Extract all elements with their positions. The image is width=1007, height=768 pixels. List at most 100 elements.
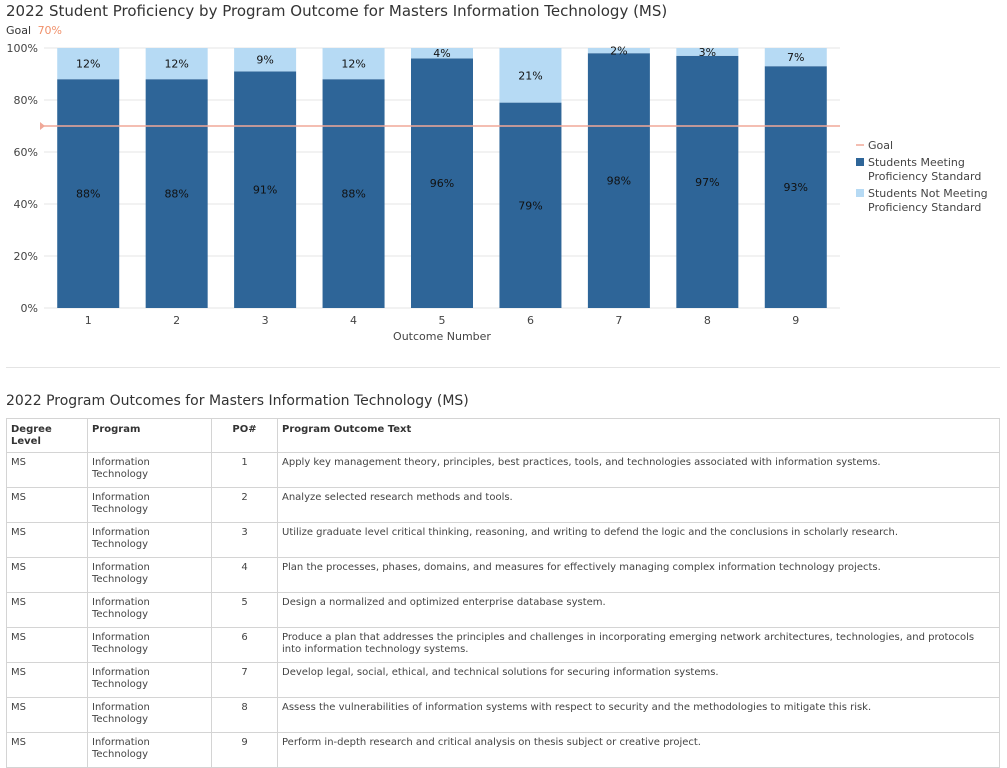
cell-po-number: 8 — [211, 697, 278, 733]
bar-meeting — [764, 66, 827, 308]
header-po-number: PO# — [211, 418, 278, 453]
legend-label-goal: Goal — [868, 139, 893, 152]
cell-degree-level: MS — [6, 627, 88, 663]
cell-outcome-text: Plan the processes, phases, domains, and… — [277, 557, 1000, 593]
legend-swatch-not-meeting — [856, 189, 864, 197]
legend-swatch-meeting — [856, 158, 864, 166]
table-row: MS Information Technology 9 Perform in-dept… — [6, 732, 1000, 768]
data-label-not-meeting: 12% — [341, 58, 365, 71]
y-tick-label: 40% — [14, 198, 38, 211]
x-tick-label: 2 — [173, 314, 180, 327]
x-tick-label: 5 — [439, 314, 446, 327]
bar-meeting — [145, 79, 208, 308]
data-label-not-meeting: 9% — [256, 54, 273, 67]
data-label-meeting: 88% — [164, 188, 188, 201]
cell-program: Information Technology — [87, 627, 212, 663]
x-tick-label: 9 — [792, 314, 799, 327]
program-outcomes-table: Degree Level Program PO# Program Outcome… — [6, 418, 1000, 768]
y-tick-label: 100% — [7, 42, 38, 55]
goal-caption-value: 70% — [37, 24, 63, 37]
cell-outcome-text: Apply key management theory, principles,… — [277, 452, 1000, 488]
cell-program: Information Technology — [87, 732, 212, 768]
cell-program: Information Technology — [87, 662, 212, 698]
bar-not-meeting — [499, 48, 562, 103]
goal-caption: Goal 70% — [6, 24, 62, 37]
table-row: MS Information Technology 3 Utilize graduat… — [6, 522, 1000, 558]
legend-label-meeting: Students Meeting — [868, 156, 965, 169]
cell-degree-level: MS — [6, 557, 88, 593]
cell-outcome-text: Perform in-depth research and critical a… — [277, 732, 1000, 768]
cell-outcome-text: Design a normalized and optimized enterp… — [277, 592, 1000, 628]
cell-program: Information Technology — [87, 697, 212, 733]
bar-meeting — [57, 79, 120, 308]
bar-not-meeting — [676, 48, 739, 56]
data-label-meeting: 88% — [341, 188, 365, 201]
cell-degree-level: MS — [6, 732, 88, 768]
table-title: 2022 Program Outcomes for Masters Inform… — [6, 393, 469, 409]
table-row: MS Information Technology 4 Plan the proces… — [6, 557, 1000, 593]
data-label-meeting: 91% — [253, 184, 277, 197]
table-row: MS Information Technology 8 Assess the vuln… — [6, 697, 1000, 733]
data-label-meeting: 96% — [430, 177, 454, 190]
cell-outcome-text: Assess the vulnerabilities of informatio… — [277, 697, 1000, 733]
table-header-row: Degree Level Program PO# Program Outcome… — [6, 418, 1000, 453]
header-outcome-text: Program Outcome Text — [277, 418, 1000, 453]
bar-meeting — [322, 79, 385, 308]
table-row: MS Information Technology 6 Produce a plan … — [6, 627, 1000, 663]
chart-title: 2022 Student Proficiency by Program Outc… — [6, 2, 668, 20]
data-label-not-meeting: 21% — [518, 69, 542, 82]
cell-program: Information Technology — [87, 487, 212, 523]
bar-not-meeting — [322, 48, 385, 80]
bar-not-meeting — [764, 48, 827, 67]
bar-meeting — [499, 102, 562, 308]
proficiency-chart: 0%20%40%60%80%100%88%12%188%12%291%9%388… — [7, 42, 988, 343]
cell-program: Information Technology — [87, 592, 212, 628]
y-tick-label: 60% — [14, 146, 38, 159]
legend-label-not-meeting: Students Not Meeting — [868, 187, 988, 200]
data-label-not-meeting: 12% — [164, 58, 188, 71]
cell-program: Information Technology — [87, 522, 212, 558]
data-label-meeting: 88% — [76, 188, 100, 201]
cell-po-number: 4 — [211, 557, 278, 593]
y-tick-label: 20% — [14, 250, 38, 263]
data-label-not-meeting: 3% — [699, 46, 716, 59]
x-tick-label: 3 — [262, 314, 269, 327]
data-label-not-meeting: 2% — [610, 45, 627, 58]
header-degree-level: Degree Level — [6, 418, 88, 453]
cell-degree-level: MS — [6, 592, 88, 628]
y-tick-label: 0% — [21, 302, 38, 315]
cell-degree-level: MS — [6, 487, 88, 523]
cell-po-number: 6 — [211, 627, 278, 663]
bar-not-meeting — [234, 48, 297, 72]
x-tick-label: 6 — [527, 314, 534, 327]
data-label-not-meeting: 12% — [76, 58, 100, 71]
data-label-meeting: 93% — [784, 181, 808, 194]
bar-meeting — [676, 55, 739, 308]
table-row: MS Information Technology 5 Design a normal… — [6, 592, 1000, 628]
legend-label-not-meeting: Proficiency Standard — [868, 201, 981, 214]
cell-degree-level: MS — [6, 452, 88, 488]
x-tick-label: 8 — [704, 314, 711, 327]
cell-program: Information Technology — [87, 452, 212, 488]
legend-label-meeting: Proficiency Standard — [868, 170, 981, 183]
cell-program: Information Technology — [87, 557, 212, 593]
cell-po-number: 9 — [211, 732, 278, 768]
goal-caption-label: Goal — [6, 24, 32, 37]
cell-outcome-text: Develop legal, social, ethical, and tech… — [277, 662, 1000, 698]
cell-po-number: 5 — [211, 592, 278, 628]
cell-po-number: 2 — [211, 487, 278, 523]
section-divider — [6, 367, 1000, 368]
x-tick-label: 1 — [85, 314, 92, 327]
table-row: MS Information Technology 2 Analyze selecte… — [6, 487, 1000, 523]
cell-outcome-text: Utilize graduate level critical thinking… — [277, 522, 1000, 558]
header-program: Program — [87, 418, 212, 453]
cell-degree-level: MS — [6, 697, 88, 733]
x-tick-label: 7 — [615, 314, 622, 327]
data-label-not-meeting: 4% — [433, 47, 450, 60]
cell-degree-level: MS — [6, 662, 88, 698]
bar-not-meeting — [587, 48, 650, 54]
x-axis-title: Outcome Number — [393, 330, 491, 343]
bar-not-meeting — [57, 48, 120, 80]
bar-meeting — [411, 58, 473, 309]
data-label-not-meeting: 7% — [787, 51, 804, 64]
